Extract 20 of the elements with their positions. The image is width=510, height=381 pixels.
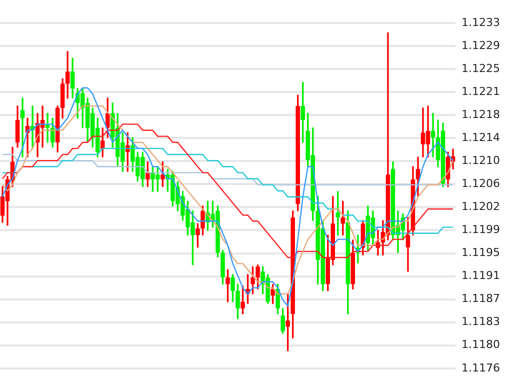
y-tick-label: 1.1191 bbox=[462, 269, 500, 282]
y-tick-label: 1.1176 bbox=[462, 361, 500, 374]
y-tick-label: 1.1180 bbox=[462, 338, 500, 352]
candlestick bbox=[20, 98, 25, 158]
candlestick bbox=[45, 112, 50, 143]
y-tick-label: 1.1206 bbox=[462, 177, 500, 190]
y-tick-label: 1.1199 bbox=[462, 223, 500, 236]
y-tick-label: 1.1202 bbox=[462, 200, 500, 214]
y-tick-label: 1.1214 bbox=[462, 130, 500, 144]
y-tick-label: 1.1183 bbox=[462, 315, 500, 328]
candlestick bbox=[430, 112, 436, 158]
y-tick-label: 1.1218 bbox=[462, 108, 500, 121]
y-tick-label: 1.1233 bbox=[462, 16, 500, 29]
y-tick-label: 1.1225 bbox=[462, 62, 500, 75]
y-tick-label: 1.1221 bbox=[462, 84, 500, 98]
y-tick-label: 1.1195 bbox=[462, 246, 500, 260]
candlestick bbox=[65, 51, 70, 98]
y-tick-label: 1.1210 bbox=[462, 154, 500, 168]
y-tick-label: 1.1229 bbox=[462, 38, 500, 52]
y-tick-label: 1.1187 bbox=[462, 292, 500, 306]
